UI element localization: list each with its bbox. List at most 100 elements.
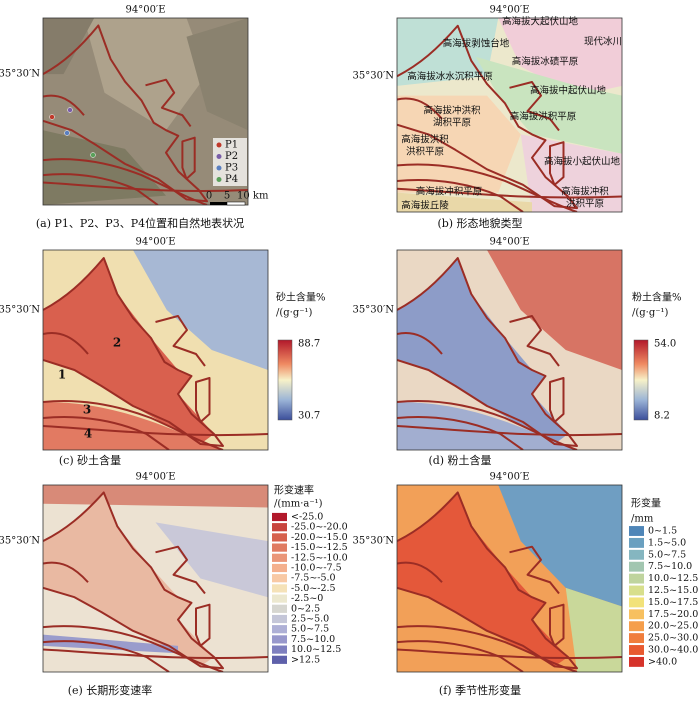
legend-unit: /mm (631, 514, 654, 525)
zone-label: 1 (58, 368, 66, 382)
map-shape (43, 492, 214, 667)
landform-label: 高海拔冲积 (561, 186, 609, 198)
point-marker (67, 107, 73, 113)
landform-label: 洪积平原 (566, 198, 604, 210)
lat-label: 35°30′N (0, 69, 40, 80)
lat-label: 35°30′N (353, 71, 395, 82)
legend-label: 30.0~40.0 (648, 645, 698, 656)
legend-label: 0~2.5 (291, 603, 320, 614)
caption: (c) 砂土含量 (59, 453, 121, 467)
scale-label: 5 (224, 191, 230, 202)
scale-label: 10 km (237, 191, 269, 202)
landform-label: 高海拔剥蚀台地 (443, 38, 510, 50)
legend-swatch (272, 594, 287, 603)
colorbar-min: 30.7 (298, 411, 320, 422)
legend-label: -10.0~-7.5 (291, 563, 342, 574)
legend-label: 5.0~7.5 (648, 549, 686, 560)
landform-label: 高海拔小起伏山地 (544, 156, 621, 168)
landform-label: 洪积平原 (406, 146, 444, 158)
landform-label: 高海拔中起伏山地 (530, 85, 607, 97)
legend-swatch (629, 526, 644, 536)
map-frame (396, 17, 623, 213)
map-shape (397, 402, 577, 450)
map-d (397, 250, 622, 450)
map-c (43, 250, 268, 450)
map-frame (42, 17, 249, 206)
legend-label: 10.0~12.5 (291, 644, 341, 655)
colorbar (633, 339, 649, 421)
map-shape (84, 18, 207, 131)
legend-label: P4 (225, 174, 238, 185)
colorbar-min: 8.2 (654, 411, 670, 422)
legend-unit: /(g·g⁻¹) (276, 308, 313, 319)
legend-label: 2.5~5.0 (291, 614, 329, 625)
map-shape (43, 258, 214, 444)
legend-swatch (629, 609, 644, 620)
legend-label: <-25.0 (291, 512, 323, 523)
map-shape (397, 492, 568, 667)
map-frame (396, 484, 623, 673)
map-shape (43, 18, 95, 75)
lon-label: 94°00′E (489, 5, 529, 16)
legend-label: 25.0~30.0 (648, 633, 698, 644)
legend-swatch (629, 573, 644, 584)
caption: (b) 形态地貌类型 (437, 216, 522, 230)
legend-swatch (272, 543, 287, 552)
legend-swatch (629, 645, 644, 655)
legend-label: 10.0~12.5 (648, 573, 698, 584)
map-frame (42, 249, 269, 451)
legend-label: P1 (225, 140, 238, 151)
legend-label: 5.0~7.5 (291, 624, 329, 635)
caption: (e) 长期形变速率 (68, 683, 153, 697)
map-b (397, 18, 622, 212)
legend-unit: /(mm·a⁻¹) (274, 499, 323, 510)
scale-label: 0 (206, 191, 212, 202)
colorbar-max: 54.0 (654, 339, 676, 350)
landform-label: 高海拔丘陵 (401, 200, 449, 212)
lon-label: 94°00′E (489, 237, 529, 248)
lon-label: 94°00′E (125, 5, 165, 16)
map-shape (186, 18, 248, 131)
landform-label: 高海拔冰碛平原 (512, 56, 579, 68)
landform-label: 现代冰川 (584, 36, 622, 48)
colorbar-max: 88.7 (298, 339, 320, 350)
map-shape (475, 56, 622, 154)
map-shape (487, 250, 622, 370)
map-shape (565, 587, 622, 672)
map-shape (498, 18, 622, 96)
map-shape (498, 485, 622, 607)
scale-bar (210, 202, 227, 205)
landform-label: 高海拔洪积 (401, 134, 449, 146)
zone-label: 2 (113, 336, 121, 350)
map-shape (397, 192, 532, 212)
lat-label: 35°30′N (0, 305, 40, 316)
landform-label: 高海拔大起伏山地 (502, 16, 579, 28)
map-e (43, 485, 268, 672)
legend-swatch (272, 614, 287, 624)
legend-label: >40.0 (648, 656, 677, 667)
legend-label: P2 (225, 151, 238, 162)
map-shape (155, 522, 268, 598)
legend-swatch (629, 561, 644, 572)
legend-label: 15.0~17.5 (648, 597, 698, 608)
legend-swatch (272, 645, 287, 654)
legend-swatch (272, 604, 287, 613)
legend-label: 7.5~10.0 (648, 561, 692, 572)
legend-swatch (629, 597, 644, 608)
legend-swatch (272, 574, 287, 583)
map-f (397, 485, 622, 672)
legend-swatch (629, 633, 644, 644)
point-marker (49, 114, 55, 120)
zone-label: 3 (83, 403, 91, 417)
legend-label: -25.0~-20.0 (291, 522, 348, 533)
legend-swatch (272, 625, 287, 634)
map-shape (133, 250, 268, 370)
legend-title: 形变速率 (274, 484, 314, 497)
legend-swatch (272, 523, 287, 532)
legend-swatch (272, 553, 287, 562)
map-shape (43, 130, 166, 205)
map-shape (43, 485, 268, 508)
legend-label: 20.0~25.0 (648, 621, 698, 632)
map-shape (397, 18, 499, 86)
legend-label: P3 (225, 163, 238, 174)
